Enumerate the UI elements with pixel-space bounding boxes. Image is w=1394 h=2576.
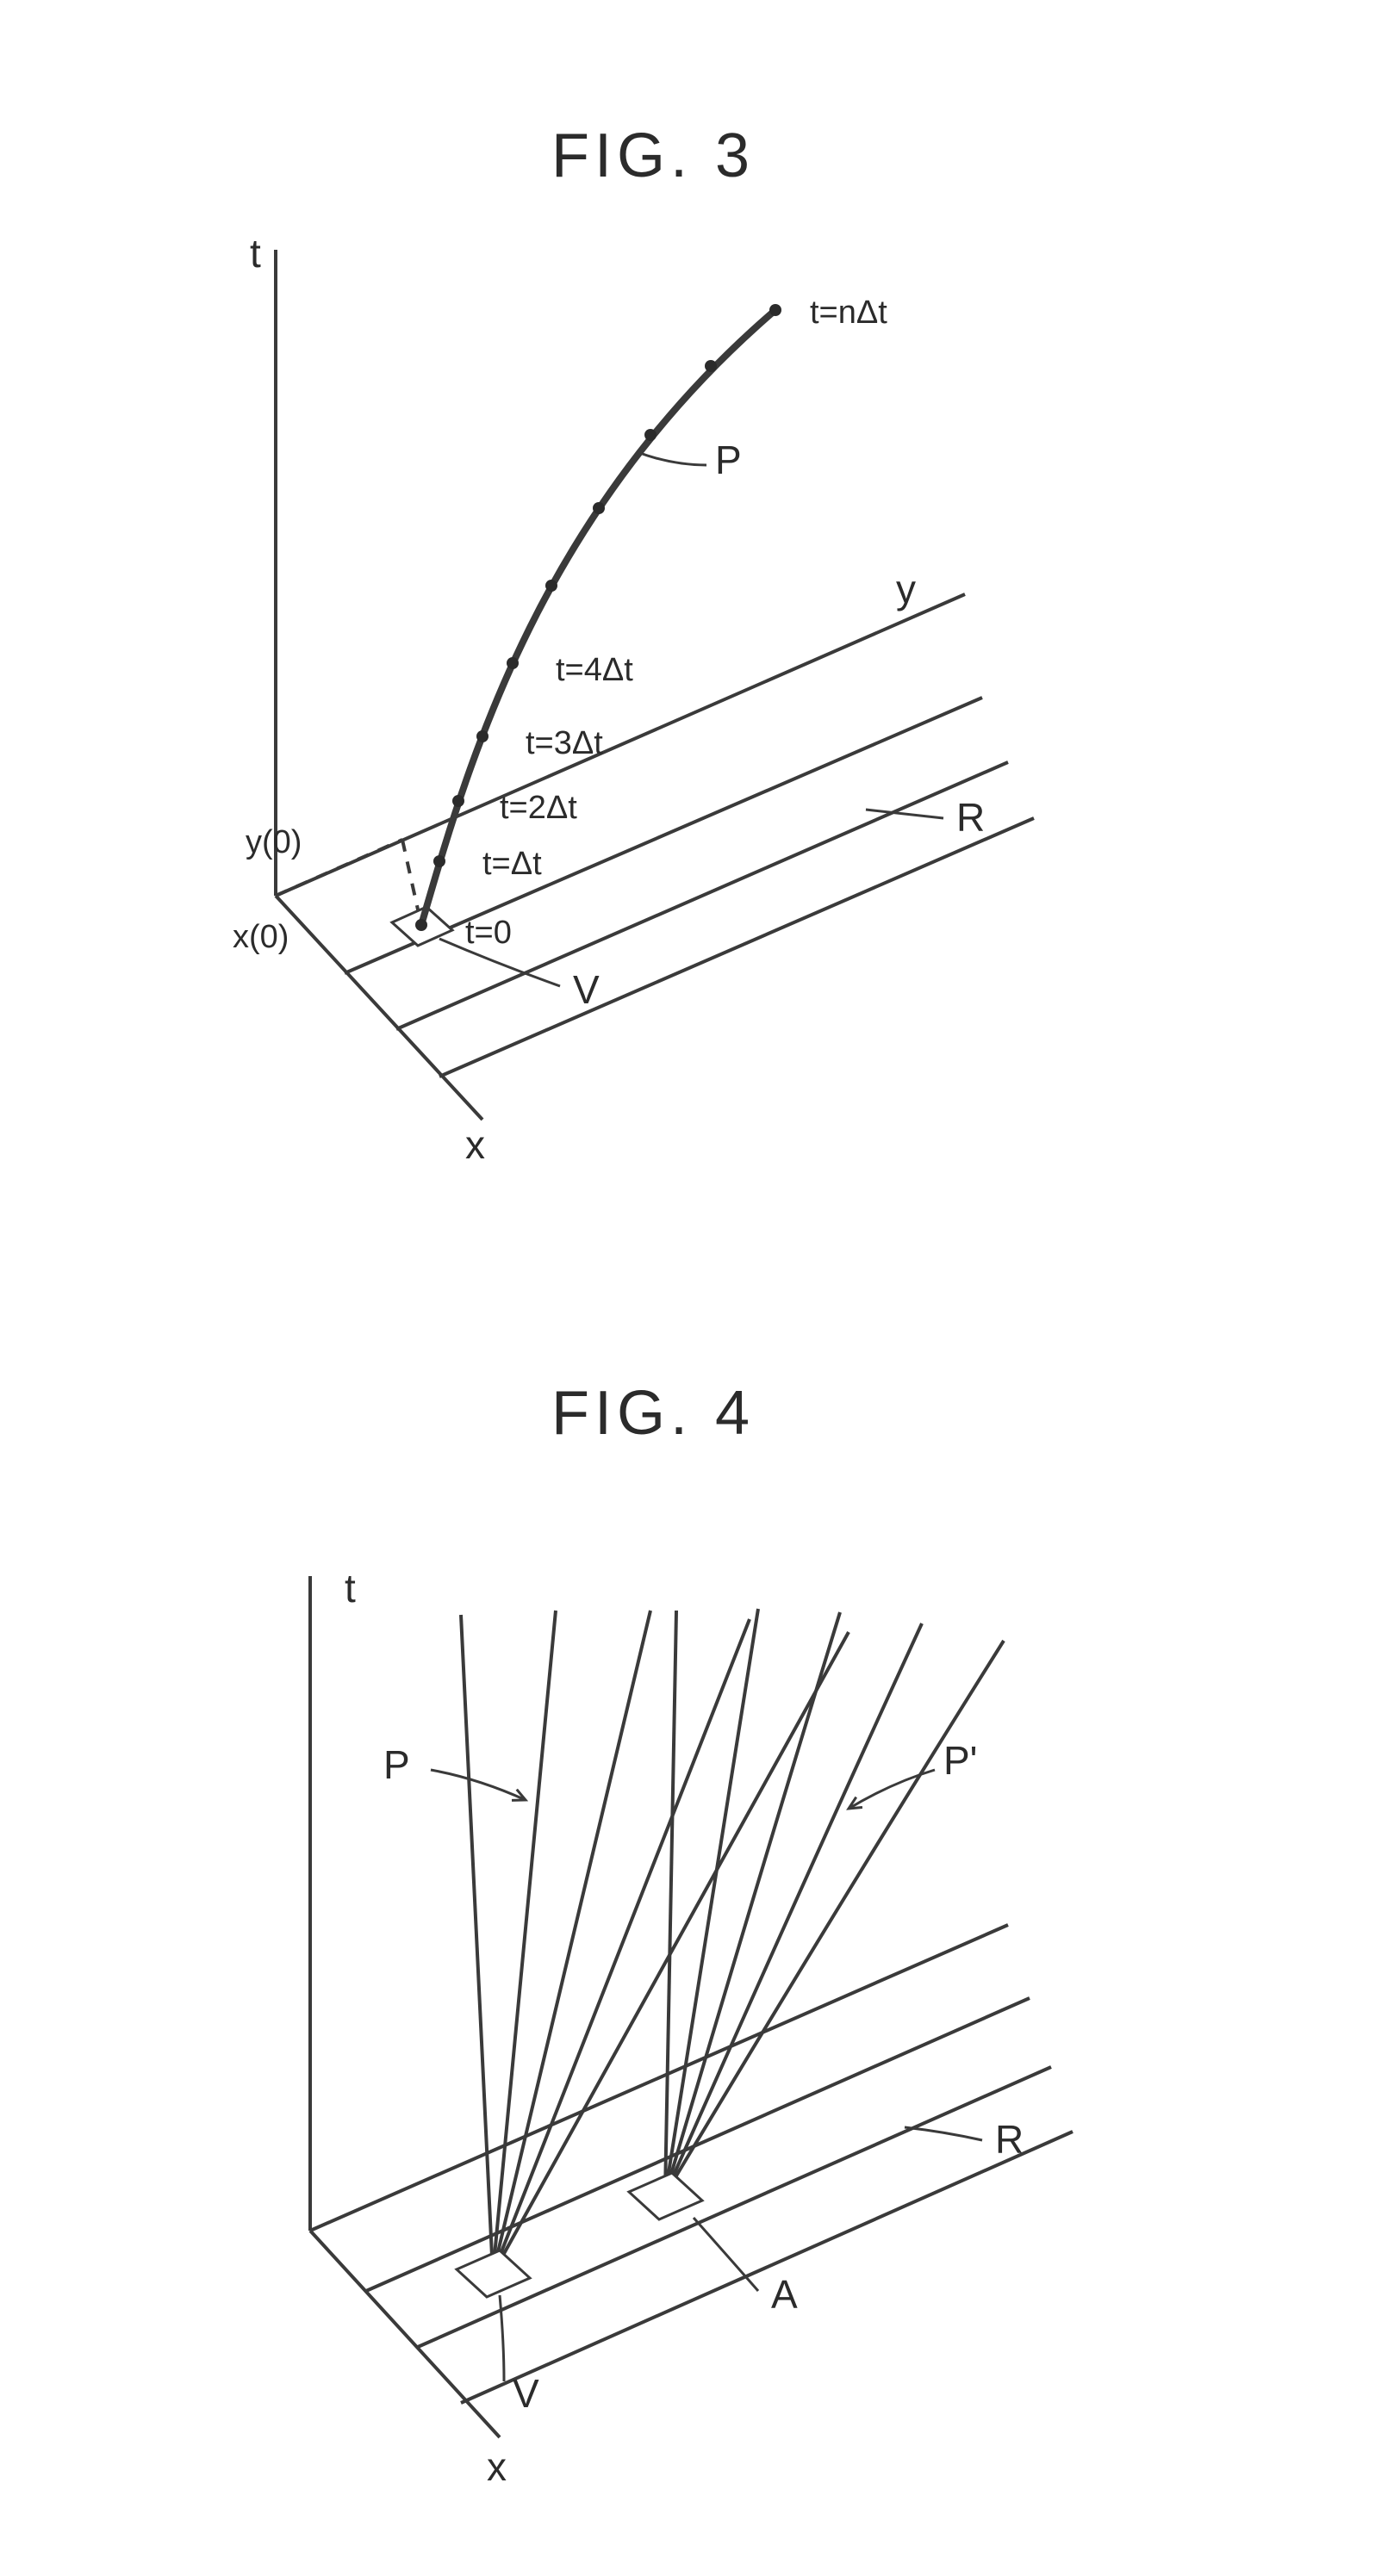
svg-text:t=nΔt: t=nΔt: [810, 295, 887, 331]
svg-text:x: x: [465, 1122, 485, 1167]
svg-text:t=3Δt: t=3Δt: [526, 725, 603, 761]
svg-text:x: x: [487, 2444, 507, 2489]
svg-text:t: t: [345, 1566, 356, 1611]
svg-text:P: P: [715, 438, 742, 482]
svg-text:t: t: [250, 231, 261, 276]
svg-text:V: V: [513, 2371, 539, 2416]
svg-text:t=Δt: t=Δt: [482, 846, 542, 882]
svg-text:t=2Δt: t=2Δt: [500, 790, 577, 826]
svg-text:t=4Δt: t=4Δt: [556, 652, 633, 688]
svg-text:V: V: [573, 967, 600, 1012]
svg-text:A: A: [771, 2272, 798, 2317]
fig4-diagram: t x R V A P P': [0, 1292, 1394, 2576]
svg-text:y(0): y(0): [246, 824, 302, 860]
svg-text:P: P: [383, 1742, 410, 1787]
svg-text:y: y: [896, 567, 916, 611]
fig3-diagram: t x y Ry(0) x(0) Vt=0 t=Δt t=2Δt t=3Δt t=4Δt t=nΔt…: [0, 0, 1394, 1292]
page: FIG. 3 txyRy(0)x(0)Vt=0t=Δtt=2Δtt=3Δtt=4…: [0, 0, 1394, 2576]
svg-text:R: R: [956, 795, 985, 840]
svg-text:R: R: [995, 2117, 1024, 2162]
svg-text:x(0): x(0): [233, 919, 289, 955]
svg-text:P': P': [943, 1738, 977, 1783]
svg-text:t=0: t=0: [465, 915, 512, 951]
